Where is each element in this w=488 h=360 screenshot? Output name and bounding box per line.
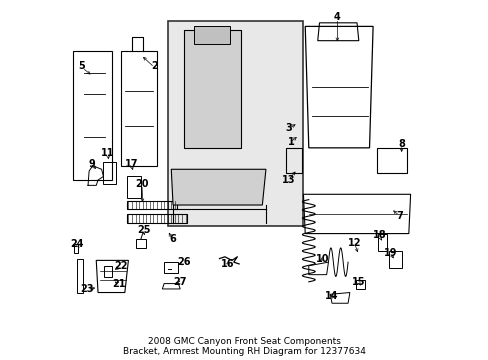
Polygon shape [194,26,230,44]
Bar [167,21,303,226]
Bar [104,266,111,277]
Text: 1: 1 [287,138,294,148]
Text: 6: 6 [169,234,175,244]
Text: 26: 26 [177,257,190,267]
Text: 15: 15 [351,277,365,287]
Bar [74,244,78,253]
Text: 20: 20 [135,179,148,189]
Text: 7: 7 [396,211,403,221]
Bar [126,176,141,198]
Text: 22: 22 [114,261,127,271]
Text: 17: 17 [124,159,138,169]
Text: 23: 23 [81,284,94,294]
Text: 27: 27 [173,277,186,287]
Bar [103,162,116,184]
Text: 25: 25 [137,225,150,235]
Text: 21: 21 [112,279,125,289]
Polygon shape [171,169,265,205]
Text: 14: 14 [325,291,338,301]
Text: 18: 18 [372,230,386,240]
Text: 24: 24 [70,239,83,249]
Text: 5: 5 [79,61,85,71]
Text: 9: 9 [88,159,95,169]
Text: 4: 4 [333,13,340,22]
Bar [164,262,177,273]
Bar [77,258,83,293]
Text: 3: 3 [285,123,292,133]
Text: 10: 10 [316,253,329,264]
Bar [378,234,386,251]
Text: 11: 11 [101,148,115,158]
Text: 12: 12 [347,238,361,248]
Text: 8: 8 [397,139,404,149]
Text: 16: 16 [221,259,234,269]
Bar [135,239,146,248]
Polygon shape [183,30,241,148]
Bar [355,280,364,289]
Text: 2008 GMC Canyon Front Seat Components
Bracket, Armrest Mounting RH Diagram for 1: 2008 GMC Canyon Front Seat Components Br… [123,337,365,356]
Text: 2: 2 [151,61,158,71]
Text: 19: 19 [384,248,397,258]
Text: 13: 13 [281,175,295,185]
